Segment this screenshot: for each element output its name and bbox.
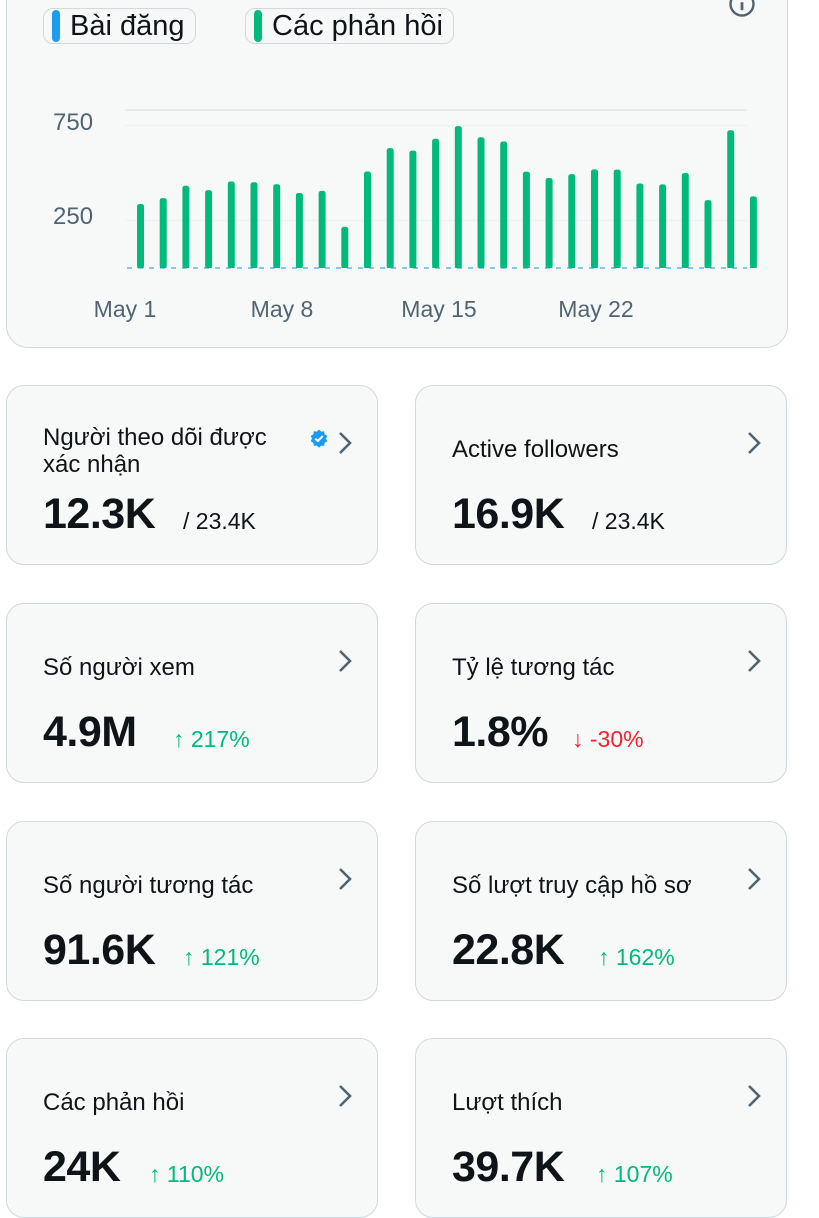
replies-bar: [137, 204, 144, 268]
replies-bar: [568, 174, 575, 268]
replies-bar: [659, 184, 666, 268]
stat-value: 4.9M: [43, 708, 137, 756]
stat-value: 24K: [43, 1143, 120, 1191]
replies-bar: [614, 170, 621, 268]
stat-title: Số lượt truy cập hồ sơ: [452, 872, 714, 899]
bar-chart: 250 750 May 1 May 8 May 15 May 22: [7, 0, 789, 349]
stat-card-active-followers[interactable]: Active followers 16.9K / 23.4K: [415, 385, 787, 565]
replies-bar: [387, 148, 394, 268]
stat-value: 39.7K: [452, 1143, 564, 1191]
replies-bar: [364, 171, 371, 268]
stat-change: ↑ 217%: [173, 726, 250, 752]
stat-card-engagement-rate[interactable]: Tỷ lệ tương tác 1.8% ↓ -30%: [415, 603, 787, 783]
replies-bar: [273, 184, 280, 268]
stat-value: 1.8%: [452, 708, 548, 756]
stat-title: Active followers: [452, 436, 714, 463]
chevron-right-icon: [744, 648, 764, 674]
chevron-right-icon: [335, 1083, 355, 1109]
replies-bar: [182, 186, 189, 268]
stat-value: 12.3K: [43, 490, 155, 538]
stat-title: Lượt thích: [452, 1089, 714, 1116]
chevron-right-icon: [744, 866, 764, 892]
stat-card-engagements[interactable]: Số người tương tác 91.6K ↑ 121%: [6, 821, 378, 1001]
replies-bar: [546, 178, 553, 268]
stat-card-likes[interactable]: Lượt thích 39.7K ↑ 107%: [415, 1038, 787, 1218]
replies-bar: [705, 200, 712, 268]
x-tick-label: May 8: [251, 296, 314, 322]
stat-card-replies[interactable]: Các phản hồi 24K ↑ 110%: [6, 1038, 378, 1218]
stat-title: Số người xem: [43, 654, 305, 681]
stat-value: 16.9K: [452, 490, 564, 538]
stat-change: ↑ 110%: [149, 1161, 224, 1187]
replies-bar: [296, 193, 303, 268]
stat-title: Tỷ lệ tương tác: [452, 654, 714, 681]
chevron-right-icon: [744, 430, 764, 456]
replies-bar: [228, 182, 235, 268]
verified-badge-icon: [309, 428, 329, 448]
replies-bar: [636, 183, 643, 268]
replies-bar: [251, 182, 258, 268]
chevron-right-icon: [335, 648, 355, 674]
stat-change: ↑ 121%: [183, 944, 260, 970]
replies-bar: [409, 151, 416, 268]
stat-card-impressions[interactable]: Số người xem 4.9M ↑ 217%: [6, 603, 378, 783]
chevron-right-icon: [335, 430, 355, 456]
replies-bar: [727, 130, 734, 268]
replies-bar: [682, 173, 689, 268]
stat-card-verified-followers[interactable]: Người theo dõi được xác nhận 12.3K / 23.…: [6, 385, 378, 565]
replies-bar: [591, 169, 598, 268]
replies-bar: [160, 198, 167, 268]
stat-total: / 23.4K: [183, 508, 256, 534]
stat-change: ↓ -30%: [572, 726, 644, 752]
y-tick-label: 250: [53, 203, 93, 230]
stat-value: 22.8K: [452, 926, 564, 974]
x-tick-label: May 22: [558, 296, 633, 322]
stat-card-profile-visits[interactable]: Số lượt truy cập hồ sơ 22.8K ↑ 162%: [415, 821, 787, 1001]
replies-bar: [319, 191, 326, 268]
replies-bar: [341, 227, 348, 268]
replies-bar: [432, 139, 439, 268]
x-tick-label: May 1: [94, 296, 157, 322]
x-tick-label: May 15: [401, 296, 476, 322]
stat-change: ↑ 107%: [596, 1161, 673, 1187]
replies-bar: [523, 172, 530, 268]
chevron-right-icon: [744, 1083, 764, 1109]
replies-bar: [750, 196, 757, 268]
stat-title: Người theo dõi được xác nhận: [43, 424, 305, 478]
stat-total: / 23.4K: [592, 508, 665, 534]
replies-bar: [500, 141, 507, 268]
stat-value: 91.6K: [43, 926, 155, 974]
replies-bar: [478, 137, 485, 268]
replies-bar: [455, 126, 462, 268]
stat-title: Các phản hồi: [43, 1089, 305, 1116]
chevron-right-icon: [335, 866, 355, 892]
y-tick-label: 750: [53, 109, 93, 136]
stat-title: Số người tương tác: [43, 872, 305, 899]
replies-bar: [205, 190, 212, 268]
stat-change: ↑ 162%: [598, 944, 675, 970]
